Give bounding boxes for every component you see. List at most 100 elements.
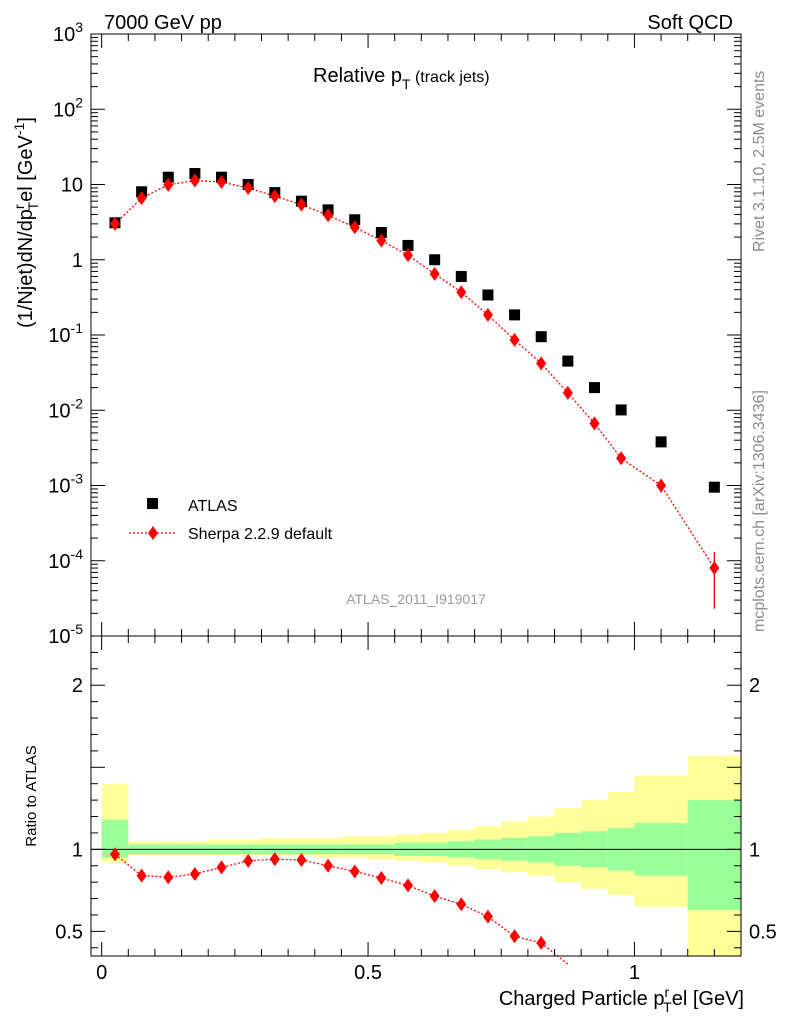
atlas-point xyxy=(509,309,521,321)
sherpa-point xyxy=(456,285,467,300)
ratio-sherpa-point xyxy=(482,909,493,924)
main-y-tick-exp: -2 xyxy=(71,395,84,411)
main-y-tick-label: 103 xyxy=(53,19,83,46)
sherpa-point xyxy=(656,478,667,493)
main-y-tick-base: 10 xyxy=(48,325,70,347)
main-y-tick-exp: 3 xyxy=(75,19,83,35)
atlas-point xyxy=(588,382,600,394)
sherpa-point xyxy=(429,266,440,281)
sherpa-point xyxy=(136,191,147,206)
atlas-point xyxy=(349,214,361,226)
ratio-y-tick-label: 0.5 xyxy=(55,921,83,943)
ratio-y-tick-label: 2 xyxy=(72,675,83,697)
atlas-point xyxy=(655,436,667,448)
main-y-tick-exp: -1 xyxy=(71,320,84,336)
sherpa-point xyxy=(482,307,493,322)
sherpa-point xyxy=(709,561,720,576)
rivet-label: Rivet 3.1.10, 2.5M events xyxy=(751,71,768,252)
legend: ATLAS Sherpa 2.2.9 default xyxy=(129,498,333,543)
main-marks xyxy=(109,168,720,609)
atlas-point xyxy=(535,331,547,343)
ratio-sherpa-point xyxy=(323,858,334,873)
ratio-sherpa-point xyxy=(456,897,467,912)
main-title-text: Relative p xyxy=(313,65,402,87)
ratio-marks xyxy=(109,847,569,965)
ratio-y-tick-label-right: 1 xyxy=(749,839,760,861)
atlas-point xyxy=(189,168,201,180)
header-right: Soft QCD xyxy=(647,12,733,34)
sherpa-point xyxy=(349,220,360,235)
atlas-point xyxy=(615,404,627,416)
ratio-sherpa-point xyxy=(189,866,200,881)
ratio-sherpa-point xyxy=(429,889,440,904)
legend-sherpa-label: Sherpa 2.2.9 default xyxy=(188,526,333,543)
ratio-xlabel-sup: r xyxy=(665,984,670,1000)
mcplots-label: mcplots.cern.ch [arXiv:1306.3436] xyxy=(751,390,768,632)
ratio-sherpa-point xyxy=(296,853,307,867)
atlas-point xyxy=(162,171,174,183)
ratio-x-tick-label: 0.5 xyxy=(354,962,382,984)
ratio-xlabel-tail: el [GeV] xyxy=(672,988,744,1010)
ratio-xlabel-sub: T xyxy=(663,999,672,1015)
main-y-tick-exp: -5 xyxy=(71,621,84,637)
ratio-sherpa-point xyxy=(536,935,547,950)
ratio-x-tick-label: 1 xyxy=(629,962,640,984)
ratio-xlabel-text: Charged Particle p xyxy=(499,988,665,1010)
main-title-tail: (track jets) xyxy=(411,69,490,86)
ratio-sherpa-point xyxy=(349,864,360,879)
analysis-label: ATLAS_2011_I919017 xyxy=(346,591,486,607)
main-y-tick-base: 10 xyxy=(53,24,75,46)
sherpa-point xyxy=(562,385,573,400)
atlas-point xyxy=(708,481,720,493)
main-title: Relative pT (track jets) xyxy=(313,65,490,92)
main-y-tick-exp: -4 xyxy=(71,546,84,562)
legend-atlas-label: ATLAS xyxy=(188,498,238,515)
sherpa-point xyxy=(189,173,200,188)
atlas-point xyxy=(562,355,574,367)
main-ylabel-mid: el [GeV xyxy=(15,134,37,201)
sherpa-point xyxy=(109,216,120,231)
atlas-point xyxy=(455,270,467,282)
ratio-frame xyxy=(90,635,742,957)
main-y-tick-label: 10 xyxy=(61,175,83,197)
main-ylabel-sup: r xyxy=(11,204,27,209)
ratio-sherpa-line xyxy=(114,853,569,965)
atlas-point xyxy=(375,227,387,239)
main-y-tick-label: 102 xyxy=(53,94,83,121)
main-y-tick-base: 10 xyxy=(48,551,70,573)
sherpa-point xyxy=(269,189,280,204)
main-y-tick-base: 10 xyxy=(48,626,70,648)
sherpa-point xyxy=(616,451,627,466)
main-y-tick-label: 10-1 xyxy=(48,320,83,347)
main-y-tick-base: 10 xyxy=(48,400,70,422)
main-y-tick-label: 10-3 xyxy=(48,471,83,498)
ratio-x-tick-label: 0 xyxy=(96,962,107,984)
ratio-sherpa-point xyxy=(243,853,254,868)
ratio-sherpa-point xyxy=(216,860,227,875)
ratio-bands xyxy=(91,755,741,956)
sherpa-point xyxy=(509,332,520,347)
ratio-sherpa-point xyxy=(376,871,387,886)
atlas-point xyxy=(402,239,414,251)
ratio-sherpa-point xyxy=(136,868,147,883)
main-ylabel-end: ] xyxy=(15,117,37,123)
ratio-sherpa-point xyxy=(163,870,174,885)
main-ylabel-sup2: -1 xyxy=(11,122,27,135)
ratio-y-tick-label: 1 xyxy=(72,839,83,861)
main-y-tick-exp: -3 xyxy=(71,471,84,487)
ratio-sherpa-point xyxy=(403,878,414,893)
main-ylabel: (1/Njet)dN/dprTel [GeV-1] xyxy=(11,117,41,328)
main-ylabel-text: (1/Njet)dN/dp xyxy=(15,209,37,328)
main-y-tick-base: 10 xyxy=(53,99,75,121)
ratio-y-tick-label-right: 2 xyxy=(749,675,760,697)
legend-atlas-marker xyxy=(147,498,158,509)
sherpa-line xyxy=(114,179,715,569)
sherpa-point xyxy=(296,197,307,212)
main-title-sub: T xyxy=(402,76,411,92)
main-y-tick-exp: 2 xyxy=(75,94,83,110)
ratio-ylabel: Ratio to ATLAS xyxy=(23,745,40,846)
main-y-tick-label: 10-4 xyxy=(48,546,83,573)
